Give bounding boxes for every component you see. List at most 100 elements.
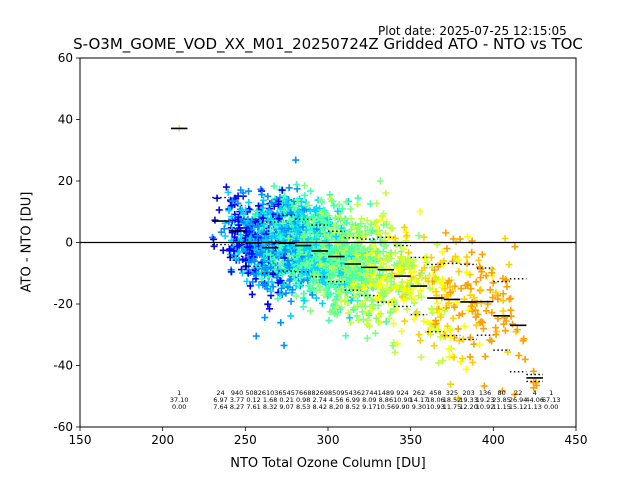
data-point xyxy=(532,378,540,386)
data-point xyxy=(388,224,396,232)
data-point xyxy=(455,256,463,264)
data-point xyxy=(250,238,258,246)
data-point xyxy=(263,268,271,276)
data-point xyxy=(499,307,507,315)
data-point xyxy=(371,219,379,227)
data-point xyxy=(476,341,484,349)
data-point xyxy=(314,280,322,288)
data-point xyxy=(264,192,272,200)
data-point xyxy=(475,256,483,264)
data-point xyxy=(260,254,268,262)
data-point xyxy=(279,219,287,227)
bin-count-label: 940 xyxy=(231,389,243,397)
data-point xyxy=(492,324,500,332)
data-point xyxy=(464,280,472,288)
data-point xyxy=(464,306,472,314)
data-point xyxy=(455,268,463,276)
data-point xyxy=(341,215,349,223)
data-point xyxy=(400,223,408,231)
data-point xyxy=(420,317,428,325)
y-tick-label: -40 xyxy=(53,359,73,373)
data-point xyxy=(263,285,271,293)
data-point xyxy=(311,270,319,278)
data-point xyxy=(400,245,408,253)
data-point xyxy=(280,206,288,214)
data-point xyxy=(412,309,420,317)
bin-count-label: 203 xyxy=(462,389,474,397)
data-point xyxy=(325,316,333,324)
data-point xyxy=(498,387,506,395)
data-point xyxy=(267,225,275,233)
data-point xyxy=(275,215,283,223)
data-point xyxy=(289,286,297,294)
data-point xyxy=(500,320,508,328)
data-point xyxy=(505,261,513,269)
bin-count-label: 6103 xyxy=(262,389,279,397)
bin-std-label: 8.32 xyxy=(263,403,277,411)
bin-mean-label: 67.13 xyxy=(542,396,561,404)
data-point xyxy=(295,257,303,265)
data-point xyxy=(342,332,350,340)
data-point xyxy=(427,254,435,262)
data-point xyxy=(488,337,496,345)
data-point xyxy=(373,199,381,207)
bin-std-label: 11.75 xyxy=(443,403,462,411)
bin-std-label: 8.53 xyxy=(296,403,310,411)
data-point xyxy=(455,337,463,345)
bin-count-label: 458 xyxy=(429,389,441,397)
x-tick-label: 150 xyxy=(69,433,92,447)
data-point xyxy=(276,290,284,298)
data-point xyxy=(427,324,435,332)
bin-count-label: 6545 xyxy=(278,389,295,397)
data-point xyxy=(333,242,341,250)
data-point xyxy=(379,297,387,305)
data-point xyxy=(297,277,305,285)
data-point xyxy=(282,289,290,297)
data-point xyxy=(331,267,339,275)
data-point xyxy=(228,197,236,205)
data-point xyxy=(312,294,320,302)
data-point xyxy=(359,234,367,242)
data-point xyxy=(250,246,258,254)
data-point xyxy=(477,299,485,307)
bin-mean-label: 10.90 xyxy=(393,396,412,404)
y-tick-label: 60 xyxy=(58,51,73,65)
data-point xyxy=(530,384,538,392)
data-point xyxy=(345,279,353,287)
data-point xyxy=(333,279,341,287)
data-point xyxy=(254,222,262,230)
data-point xyxy=(459,354,467,362)
data-point xyxy=(385,264,393,272)
bin-mean-label: 3.77 xyxy=(230,396,244,404)
data-point xyxy=(431,321,439,329)
y-tick-label: 20 xyxy=(58,174,73,188)
data-point xyxy=(458,310,466,318)
data-point xyxy=(380,221,388,229)
bin-count-label: 24 xyxy=(216,389,224,397)
data-point xyxy=(278,284,286,292)
data-point xyxy=(351,223,359,231)
data-point xyxy=(451,252,459,260)
data-point xyxy=(335,257,343,265)
data-point xyxy=(327,290,335,298)
data-point xyxy=(446,288,454,296)
data-point xyxy=(401,285,409,293)
data-point xyxy=(405,287,413,295)
scatter-points xyxy=(175,124,541,403)
data-point xyxy=(259,214,267,222)
data-point xyxy=(478,250,486,258)
data-point xyxy=(230,247,238,255)
data-point xyxy=(293,196,301,204)
bin-count-label: 8269 xyxy=(311,389,328,397)
data-point xyxy=(350,265,358,273)
data-point xyxy=(374,283,382,291)
data-point xyxy=(278,225,286,233)
data-point xyxy=(499,297,507,305)
data-point xyxy=(221,232,229,240)
data-point xyxy=(253,207,261,215)
data-point xyxy=(366,281,374,289)
data-point xyxy=(390,296,398,304)
data-point xyxy=(454,325,462,333)
data-point xyxy=(415,331,423,339)
data-point xyxy=(398,278,406,286)
